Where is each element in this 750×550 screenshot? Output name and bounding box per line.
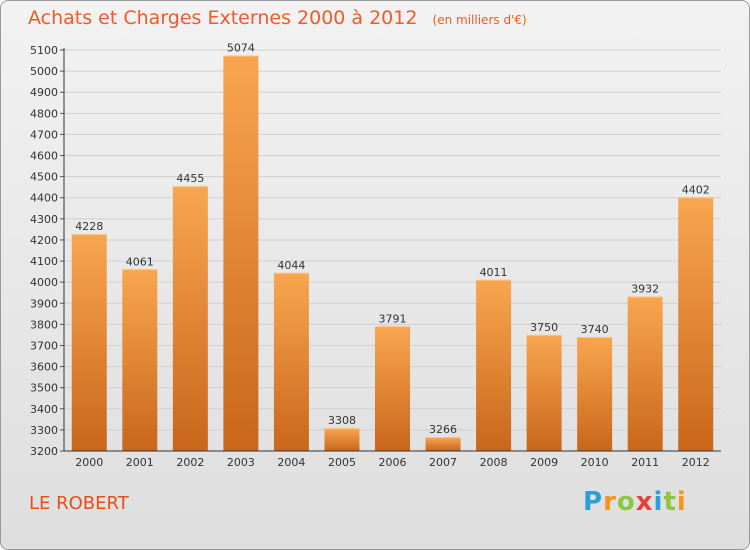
- x-tick-label: 2001: [126, 456, 154, 469]
- data-label: 3750: [530, 321, 558, 334]
- x-tick-label: 2011: [631, 456, 659, 469]
- logo-letter: o: [616, 487, 636, 517]
- data-label: 3740: [581, 323, 609, 336]
- data-label: 4011: [480, 266, 508, 279]
- x-tick-label: 2010: [581, 456, 609, 469]
- bar-2012: [678, 197, 714, 451]
- logo-letter: x: [635, 487, 654, 517]
- logo-letter: i: [653, 487, 664, 517]
- bar-2009: [526, 334, 562, 451]
- x-tick-label: 2003: [227, 456, 255, 469]
- bar-2002: [172, 186, 208, 451]
- x-tick-label: 2007: [429, 456, 457, 469]
- x-tick-label: 2012: [682, 456, 710, 469]
- data-label: 3932: [631, 283, 659, 296]
- y-tick-label: 3500: [30, 382, 58, 395]
- y-tick-label: 3900: [30, 297, 58, 310]
- commune-name: LE ROBERT: [29, 493, 129, 514]
- y-axis-ticks: 3200 3300 3400 3500 3600 3700 3800 3900 4000 4100…: [30, 44, 64, 458]
- y-tick-label: 3200: [30, 445, 58, 458]
- x-tick-label: 2009: [530, 456, 558, 469]
- y-tick-label: 4900: [30, 86, 58, 99]
- bar-2003: [223, 55, 259, 452]
- data-label: 5074: [227, 41, 255, 54]
- y-tick-label: 4500: [30, 171, 58, 184]
- y-tick-label: 3300: [30, 424, 58, 437]
- data-label: 4455: [176, 172, 204, 185]
- bar-2004: [273, 272, 309, 451]
- data-label: 3266: [429, 423, 457, 436]
- y-tick-label: 5100: [30, 44, 58, 57]
- y-tick-label: 4200: [30, 234, 58, 247]
- logo-letter: t: [663, 487, 677, 517]
- data-label: 4061: [126, 255, 154, 268]
- proxiti-logo: Proxiti: [583, 487, 687, 517]
- bar-2010: [577, 337, 613, 451]
- y-tick-label: 4400: [30, 192, 58, 205]
- bar-2005: [324, 428, 360, 451]
- y-tick-label: 3600: [30, 361, 58, 374]
- data-labels-layer: 4228 4061 4455 5074 4044 3308 3791 3266 4011 3750…: [75, 41, 709, 436]
- y-tick-label: 4000: [30, 276, 58, 289]
- chart-unit: (en milliers d'€): [432, 13, 527, 27]
- y-tick-label: 5000: [30, 65, 58, 78]
- logo-letter: P: [583, 487, 604, 517]
- x-tick-label: 2002: [176, 456, 204, 469]
- x-tick-label: 2006: [379, 456, 407, 469]
- bar-2006: [375, 326, 410, 451]
- bar-2000: [71, 234, 107, 451]
- data-label: 4228: [75, 220, 103, 233]
- logo-letter: i: [676, 487, 687, 517]
- y-tick-label: 3400: [30, 403, 58, 416]
- axes: [63, 48, 721, 452]
- bar-2001: [122, 269, 158, 451]
- y-tick-label: 3800: [30, 318, 58, 331]
- y-tick-label: 4800: [30, 107, 58, 120]
- x-tick-label: 2005: [328, 456, 356, 469]
- chart-title: Achats et Charges Externes 2000 à 2012: [28, 7, 418, 29]
- y-tick-label: 4700: [30, 128, 58, 141]
- x-axis-ticks: 2000 2001 2002 2003 2004 2005 2006 2007 2008 2009…: [75, 456, 709, 469]
- data-label: 4402: [682, 183, 710, 196]
- logo-letter: r: [603, 487, 617, 517]
- bars-layer: [71, 55, 714, 452]
- x-tick-label: 2004: [277, 456, 305, 469]
- x-tick-label: 2000: [75, 456, 103, 469]
- y-tick-label: 4100: [30, 255, 58, 268]
- data-label: 4044: [277, 259, 305, 272]
- chart-title-line: Achats et Charges Externes 2000 à 2012 (…: [28, 7, 527, 29]
- y-tick-label: 3700: [30, 339, 58, 352]
- y-tick-label: 4600: [30, 150, 58, 163]
- data-label: 3791: [379, 312, 407, 325]
- x-tick-label: 2008: [480, 456, 508, 469]
- data-label: 3308: [328, 414, 356, 427]
- bar-2007: [425, 437, 461, 451]
- y-tick-label: 4300: [30, 213, 58, 226]
- bar-2008: [476, 279, 512, 451]
- bar-2011: [627, 296, 663, 451]
